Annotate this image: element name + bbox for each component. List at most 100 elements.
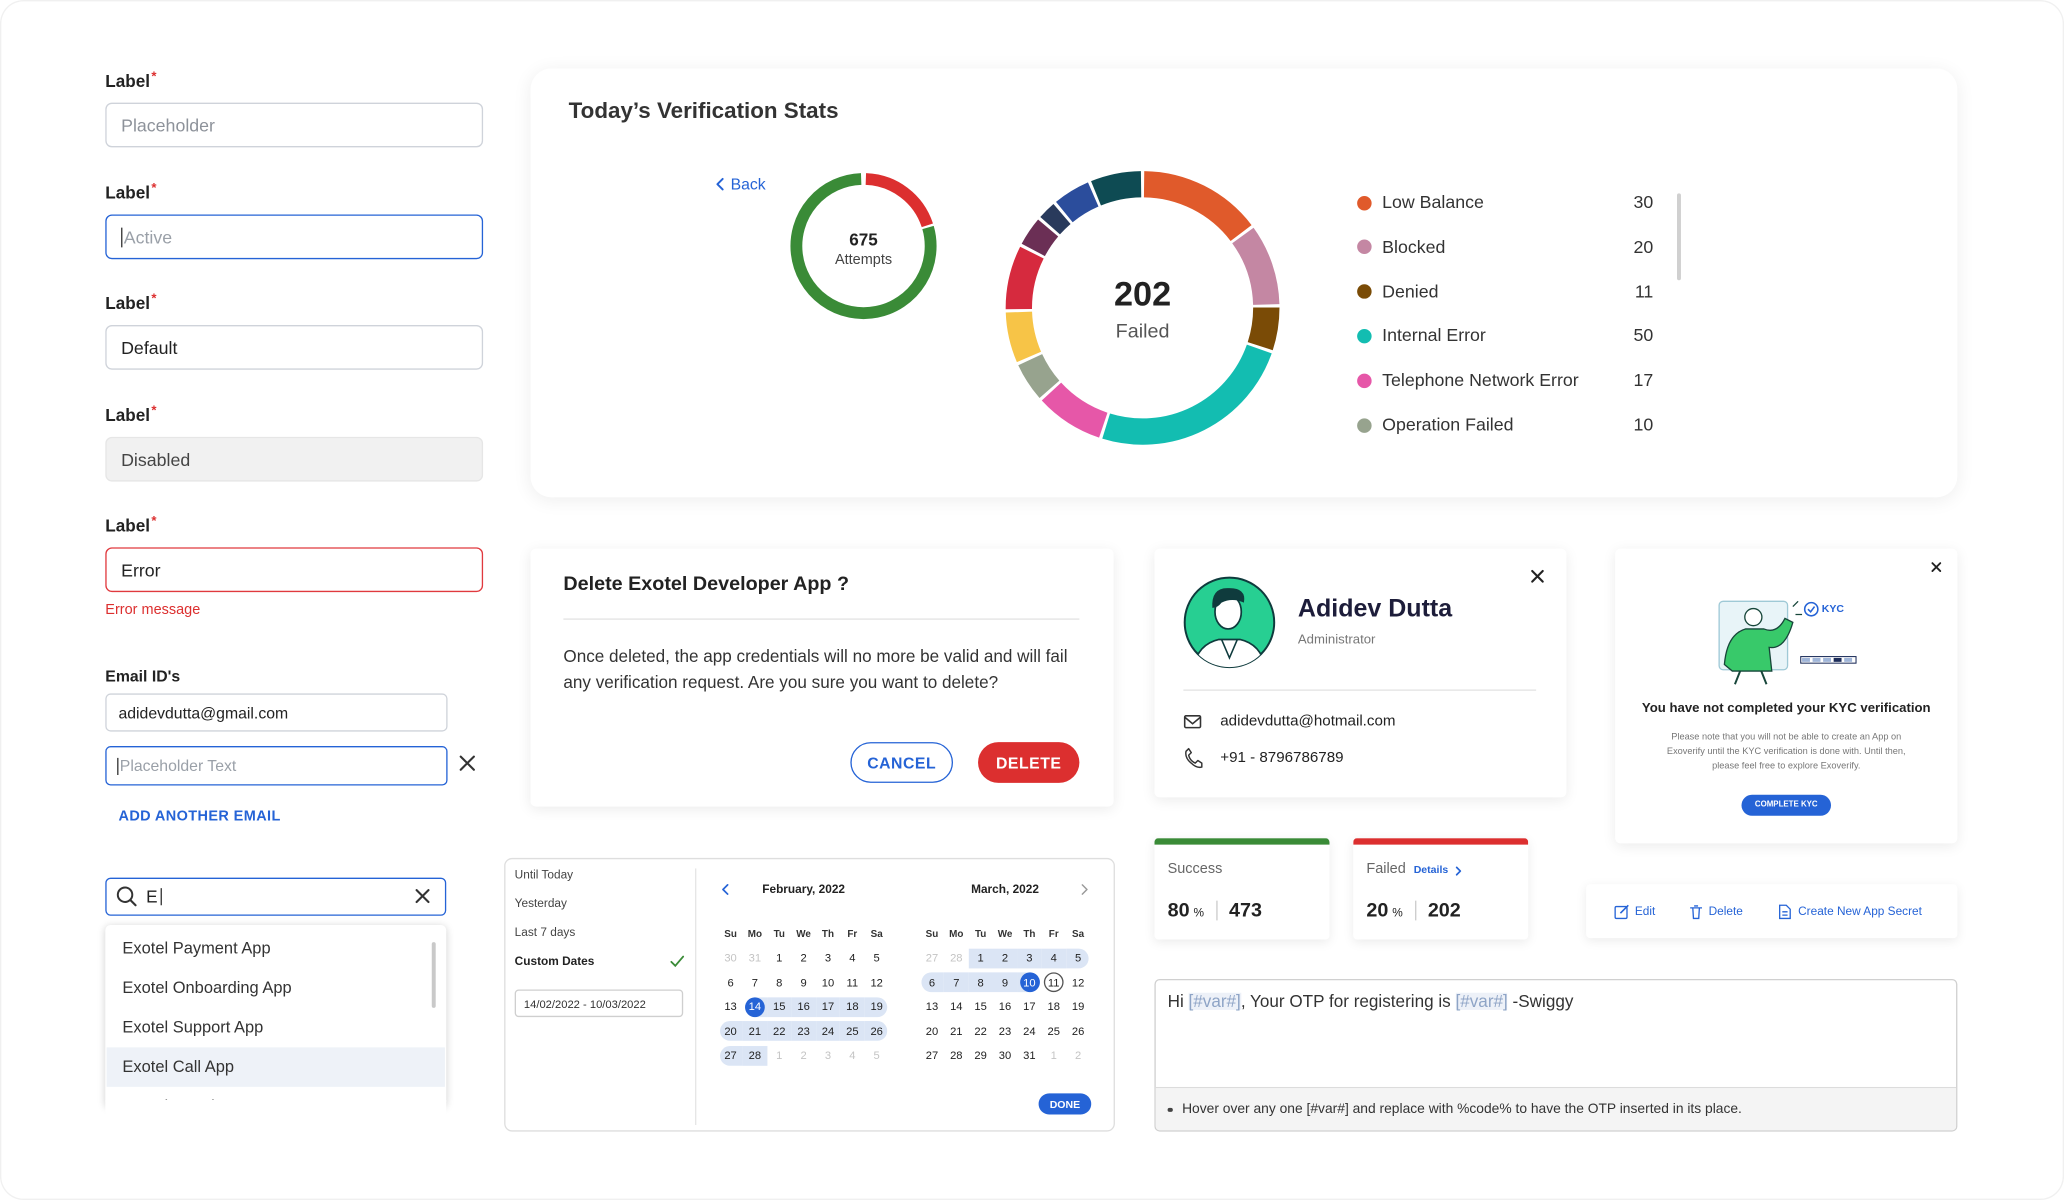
calendar-day[interactable]: 10 (1023, 975, 1036, 989)
date-range-input[interactable]: 14/02/2022 - 10/03/2022 (514, 989, 684, 1018)
calendar-day[interactable]: 2 (1001, 950, 1009, 965)
complete-kyc-button[interactable]: COMPLETE KYC (1741, 794, 1832, 816)
calendar-day[interactable]: 3 (824, 1048, 832, 1062)
calendar-day[interactable]: 25 (1047, 1024, 1060, 1038)
calendar-day[interactable]: 28 (950, 1048, 963, 1062)
calendar-day[interactable]: 12 (1071, 975, 1085, 989)
action-link[interactable]: Delete (1708, 904, 1743, 918)
calendar-day[interactable]: 17 (821, 999, 835, 1013)
calendar-day[interactable]: 27 (724, 1048, 737, 1062)
calendar-day[interactable]: 5 (873, 950, 880, 965)
calendar-day[interactable]: 23 (797, 1024, 810, 1038)
date-preset[interactable]: Yesterday (514, 896, 567, 910)
calendar-day[interactable]: 11 (1047, 975, 1060, 989)
text-input[interactable]: Active (105, 214, 484, 260)
calendar-day[interactable]: 31 (1023, 1048, 1036, 1062)
add-email-button[interactable]: ADD ANOTHER EMAIL (118, 808, 281, 825)
calendar-day[interactable]: 7 (751, 975, 759, 989)
calendar-day[interactable]: 5 (1074, 950, 1082, 965)
calendar-day[interactable]: 17 (1023, 999, 1036, 1013)
calendar-day[interactable]: 24 (821, 1024, 835, 1038)
dialog-title: Delete Exotel Developer App ? (563, 573, 850, 596)
action-link[interactable]: Create New App Secret (1798, 904, 1922, 918)
calendar-day[interactable]: 18 (1047, 999, 1060, 1013)
calendar-day[interactable]: 25 (846, 1024, 859, 1038)
calendar-day[interactable]: 2 (800, 1048, 807, 1062)
calendar-day[interactable]: 7 (953, 975, 960, 989)
search-input[interactable]: E (105, 877, 447, 916)
email-input[interactable]: Placeholder Text (105, 746, 448, 786)
calendar-day[interactable]: 26 (1071, 1024, 1085, 1038)
date-preset[interactable]: Until Today (514, 867, 574, 881)
calendar-day[interactable]: 14 (950, 999, 963, 1013)
calendar-day[interactable]: 20 (925, 1024, 939, 1038)
calendar-day[interactable]: 16 (998, 999, 1012, 1013)
back-link[interactable]: Back (730, 175, 766, 194)
calendar-day[interactable]: 16 (797, 999, 810, 1013)
calendar-day[interactable]: 3 (824, 950, 832, 965)
cancel-button[interactable]: CANCEL (850, 742, 954, 783)
calendar-day[interactable]: 27 (925, 950, 939, 965)
calendar-day[interactable]: 22 (974, 1024, 987, 1038)
calendar-day[interactable]: 11 (846, 975, 859, 989)
calendar-day[interactable]: 1 (977, 950, 984, 965)
calendar-day[interactable]: 28 (748, 1048, 762, 1062)
calendar-day[interactable]: 2 (1074, 1048, 1082, 1062)
calendar-day[interactable]: 14 (748, 999, 762, 1013)
details-link[interactable]: Details (1413, 863, 1449, 876)
calendar-day[interactable]: 13 (724, 999, 737, 1013)
calendar-day[interactable]: 4 (1050, 950, 1057, 965)
calendar-day[interactable]: 19 (870, 999, 883, 1013)
date-preset[interactable]: Last 7 days (514, 925, 576, 939)
legend-dot (1357, 417, 1372, 433)
calendar-day[interactable]: 1 (776, 950, 783, 965)
calendar-day[interactable]: 2 (800, 950, 807, 965)
calendar-day[interactable]: 13 (925, 999, 939, 1013)
calendar-day[interactable]: 24 (1023, 1024, 1036, 1038)
calendar-day[interactable]: 3 (1026, 950, 1033, 965)
calendar-day[interactable]: 4 (849, 1048, 856, 1062)
action-link[interactable]: Edit (1634, 904, 1656, 918)
template-text[interactable]: Hi [#var#], Your OTP for registering is … (1168, 993, 1573, 1010)
calendar-day[interactable]: 19 (1071, 999, 1085, 1013)
calendar-day[interactable]: 6 (928, 975, 936, 989)
calendar-day[interactable]: 15 (773, 999, 786, 1013)
dropdown-option[interactable]: Exotel Payment App (122, 939, 271, 958)
dropdown-option[interactable]: Exotel Call App (122, 1057, 235, 1076)
calendar-day[interactable]: 23 (998, 1024, 1012, 1038)
date-preset[interactable]: Custom Dates (514, 954, 595, 968)
calendar-day[interactable]: 18 (846, 999, 859, 1013)
calendar-day[interactable]: 15 (974, 999, 987, 1013)
calendar-day[interactable]: 22 (773, 1024, 786, 1038)
text-input[interactable]: Error (105, 547, 484, 593)
calendar-day[interactable]: 9 (1001, 975, 1009, 989)
calendar-day[interactable]: 21 (748, 1024, 762, 1038)
calendar-day[interactable]: 31 (748, 950, 762, 965)
dropdown-option[interactable]: Exotel Support App (122, 1018, 264, 1037)
calendar-day[interactable]: 9 (800, 975, 807, 989)
calendar-day[interactable]: 12 (870, 975, 883, 989)
calendar-day[interactable]: 1 (1050, 1048, 1057, 1062)
result-card (1353, 838, 1529, 940)
calendar-day[interactable]: 20 (724, 1024, 737, 1038)
text-input[interactable]: Placeholder (105, 102, 484, 148)
calendar-day[interactable]: 10 (821, 975, 835, 989)
text-input[interactable]: Default (105, 325, 484, 370)
done-button[interactable]: DONE (1038, 1093, 1092, 1115)
calendar-day[interactable]: 5 (873, 1048, 880, 1062)
calendar-day[interactable]: 4 (849, 950, 856, 965)
delete-button[interactable]: DELETE (978, 742, 1080, 783)
calendar-day[interactable]: 27 (925, 1048, 939, 1062)
calendar-day[interactable]: 29 (974, 1048, 987, 1062)
calendar-day[interactable]: 1 (776, 1048, 783, 1062)
dropdown-option[interactable]: Exotel Onboarding App (122, 978, 292, 998)
calendar-day[interactable]: 28 (950, 950, 963, 965)
calendar-day[interactable]: 21 (950, 1024, 963, 1038)
calendar-day[interactable]: 30 (724, 950, 737, 965)
calendar-day[interactable]: 8 (977, 975, 984, 989)
calendar-day[interactable]: 30 (998, 1048, 1012, 1062)
calendar-day[interactable]: 8 (776, 975, 783, 989)
email-input[interactable]: adidevdutta@gmail.com (105, 693, 448, 732)
calendar-day[interactable]: 6 (727, 975, 734, 989)
calendar-day[interactable]: 26 (870, 1024, 883, 1038)
